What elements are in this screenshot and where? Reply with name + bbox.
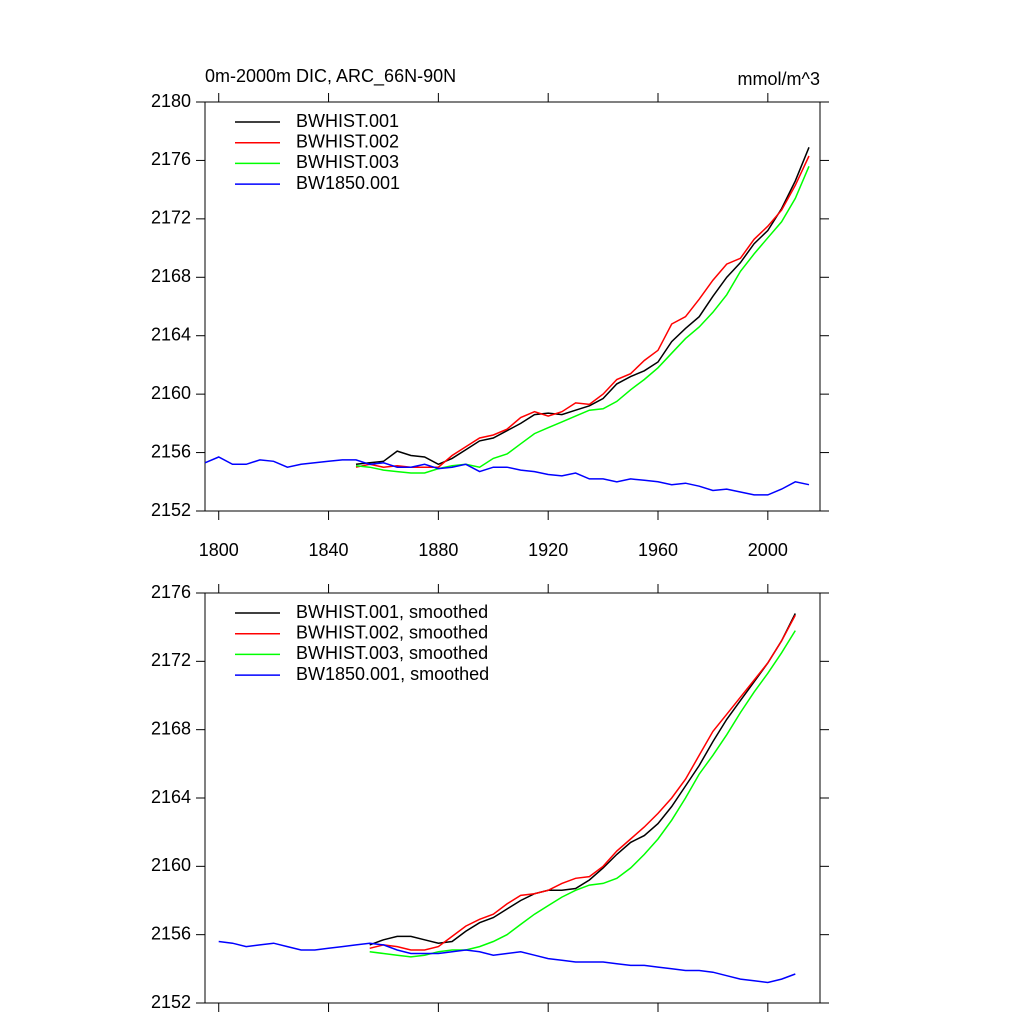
plot-frame	[204, 101, 821, 512]
series-line	[369, 613, 796, 946]
legend-label: BWHIST.003	[296, 152, 399, 172]
x-tick-label: 1800	[199, 540, 239, 560]
series-line	[355, 147, 810, 466]
x-tick-label: 1880	[418, 540, 458, 560]
series-line	[204, 456, 810, 496]
y-tick-label: 2176	[151, 582, 191, 602]
legend-label: BWHIST.001	[296, 111, 399, 131]
y-tick-label: 2176	[151, 149, 191, 169]
legend-label: BWHIST.003, smoothed	[296, 643, 488, 663]
chart-title: 0m-2000m DIC, ARC_66N-90N	[205, 66, 456, 87]
units-label: mmol/m^3	[738, 69, 820, 89]
series-line	[355, 166, 810, 474]
y-tick-label: 2172	[151, 650, 191, 670]
y-tick-label: 2156	[151, 441, 191, 461]
y-tick-label: 2152	[151, 500, 191, 520]
legend-label: BWHIST.001, smoothed	[296, 602, 488, 622]
x-tick-label: 2000	[748, 540, 788, 560]
legend-label: BW1850.001, smoothed	[296, 664, 489, 684]
y-tick-label: 2172	[151, 208, 191, 228]
y-tick-label: 2164	[151, 324, 191, 344]
y-tick-label: 2156	[151, 923, 191, 943]
y-tick-label: 2168	[151, 266, 191, 286]
y-tick-label: 2168	[151, 718, 191, 738]
series-line	[218, 940, 796, 984]
y-tick-label: 2152	[151, 992, 191, 1012]
y-tick-label: 2160	[151, 855, 191, 875]
x-tick-label: 1960	[638, 540, 678, 560]
series-line	[369, 614, 796, 951]
x-tick-label: 1840	[309, 540, 349, 560]
series-line	[355, 155, 810, 468]
y-tick-label: 2180	[151, 91, 191, 111]
y-tick-label: 2160	[151, 383, 191, 403]
legend-label: BWHIST.002	[296, 131, 399, 151]
y-tick-label: 2164	[151, 787, 191, 807]
x-tick-label: 1920	[528, 540, 568, 560]
legend-label: BW1850.001	[296, 173, 400, 193]
series-line	[369, 630, 796, 958]
legend-label: BWHIST.002, smoothed	[296, 622, 488, 642]
